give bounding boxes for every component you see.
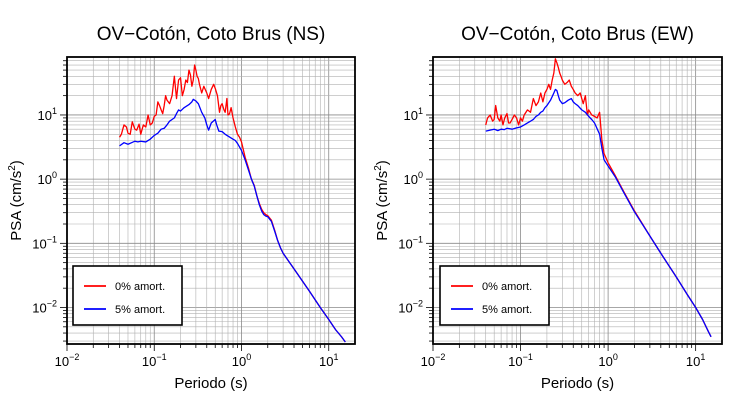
legend-box	[72, 265, 183, 326]
x-tick-label: 100	[232, 352, 251, 369]
legend: 0% amort. 5% amort.	[72, 265, 183, 326]
series-line-0pct	[118, 64, 346, 343]
series-group	[485, 58, 712, 338]
y-tick-label: 10−2	[32, 299, 57, 316]
x-axis-label: Periodo (s)	[174, 375, 247, 392]
series-line-5pct	[485, 88, 712, 338]
series-line-0pct	[485, 58, 712, 338]
legend-label-0: 0% amort.	[482, 281, 532, 293]
chart-panel-0: 10−2 10−1 100 101 10−2 10−1 100 101 OV−Cotón, Co…	[7, 24, 356, 392]
legend-box	[439, 265, 550, 326]
legend: 0% amort. 5% amort.	[439, 265, 550, 326]
y-axis-label: PSA (cm/s2)	[7, 160, 25, 241]
plot-frame	[432, 56, 723, 345]
chart-title: OV−Cotón, Coto Brus (NS)	[97, 24, 326, 45]
legend-label-1: 5% amort.	[115, 304, 165, 316]
y-tick-label: 100	[404, 170, 423, 187]
chart-panel-1: 10−2 10−1 100 101 10−2 10−1 100 101 OV−Cotón, Co…	[373, 24, 723, 392]
x-tick-label: 101	[319, 352, 338, 369]
x-tick-label: 10−2	[55, 352, 80, 369]
x-tick-label: 10−1	[508, 352, 533, 369]
x-tick-label: 10−1	[142, 352, 167, 369]
y-tick-label: 100	[38, 170, 57, 187]
series-group	[118, 64, 346, 343]
y-tick-label: 101	[404, 106, 423, 123]
x-axis-label: Periodo (s)	[541, 375, 614, 392]
x-tick-label: 10−2	[421, 352, 446, 369]
y-tick-label: 10−1	[32, 234, 57, 251]
y-tick-label: 10−1	[398, 234, 423, 251]
y-tick-label: 10−2	[398, 299, 423, 316]
y-tick-label: 101	[38, 106, 57, 123]
y-axis-label: PSA (cm/s2)	[373, 160, 391, 241]
chart-title: OV−Cotón, Coto Brus (EW)	[461, 24, 694, 45]
legend-label-1: 5% amort.	[482, 304, 532, 316]
plot-frame	[66, 56, 356, 345]
x-tick-label: 101	[686, 352, 705, 369]
legend-label-0: 0% amort.	[115, 281, 165, 293]
x-tick-label: 100	[598, 352, 617, 369]
series-line-5pct	[119, 98, 346, 343]
